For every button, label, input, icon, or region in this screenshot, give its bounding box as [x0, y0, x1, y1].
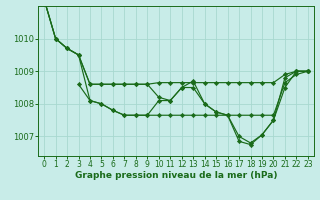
X-axis label: Graphe pression niveau de la mer (hPa): Graphe pression niveau de la mer (hPa) — [75, 171, 277, 180]
